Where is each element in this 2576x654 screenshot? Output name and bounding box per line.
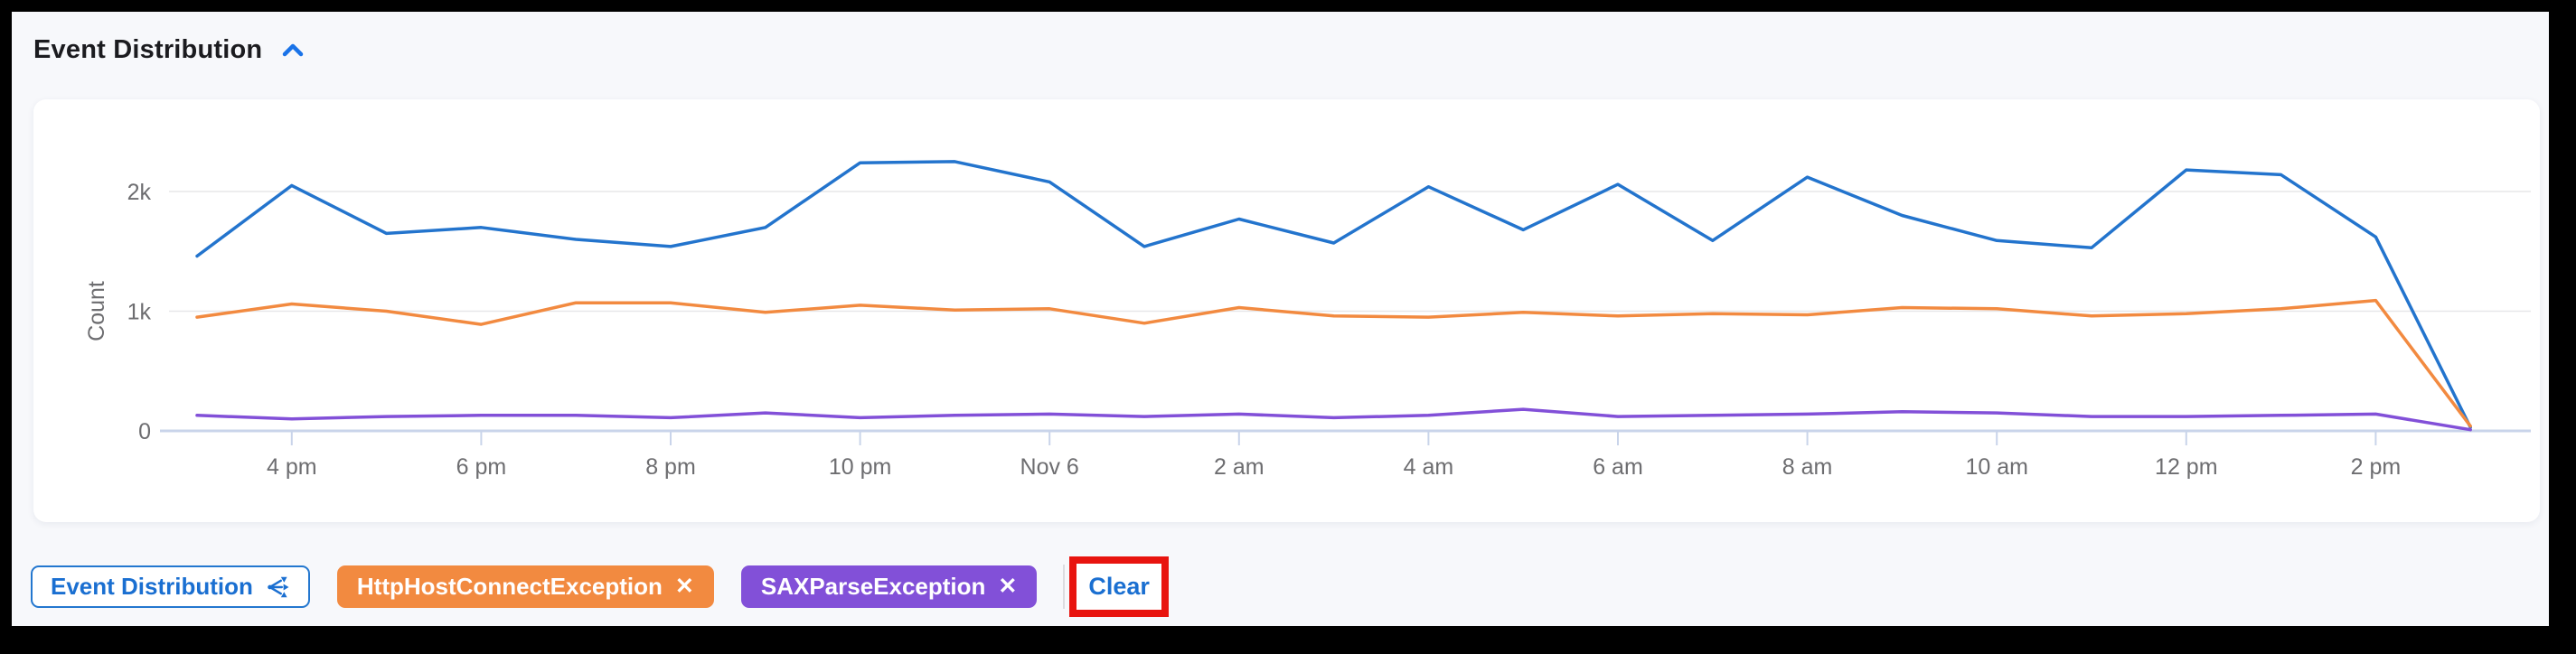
x-tick-label: 6 am	[1593, 454, 1643, 480]
x-tick-label: 6 pm	[456, 454, 507, 480]
y-tick-label: 1k	[127, 300, 152, 325]
x-tick-label: 2 pm	[2351, 454, 2402, 480]
y-tick-label: 2k	[127, 180, 152, 205]
filter-chip-saxparseexception[interactable]: SAXParseException ✕	[740, 565, 1038, 608]
x-tick-label: 8 am	[1782, 454, 1833, 480]
filter-chip-httphostconnectexception[interactable]: HttpHostConnectException ✕	[336, 565, 714, 608]
annotation-highlight-box: Clear	[1069, 556, 1169, 617]
filter-chip-label: SAXParseException	[760, 573, 986, 600]
close-icon[interactable]: ✕	[674, 574, 694, 599]
legend-bar: Event Distribution HttpHostConnectExce	[31, 556, 1169, 617]
x-tick-label: 10 am	[1965, 454, 2027, 480]
share-alt-icon	[267, 575, 290, 599]
series-line-SAXParseException[interactable]	[195, 407, 2472, 432]
x-tick-label: 2 am	[1214, 454, 1264, 480]
chevron-up-icon	[280, 41, 306, 61]
x-tick-label: 4 pm	[267, 454, 317, 480]
app-content: Event Distribution 0 1k 2k Count 4 pm 6 pm 8 p…	[12, 12, 2549, 626]
x-tick-label: 4 am	[1404, 454, 1454, 480]
section-header: Event Distribution	[33, 35, 307, 65]
x-tick-label: 8 pm	[645, 454, 696, 480]
y-axis-title: Count	[84, 281, 109, 341]
x-tick-label: 10 pm	[829, 454, 891, 480]
y-tick-label: 0	[138, 419, 151, 444]
collapse-section-button[interactable]	[278, 39, 307, 62]
series-line-unlabeled-blue[interactable]	[195, 160, 2472, 429]
chart-chip-label: Event Distribution	[51, 573, 253, 600]
clear-button[interactable]: Clear	[1088, 573, 1150, 600]
chart-name-chip[interactable]: Event Distribution	[31, 565, 310, 608]
page-title: Event Distribution	[33, 35, 263, 64]
x-tick-label: 12 pm	[2155, 454, 2217, 480]
x-tick-label: Nov 6	[1020, 454, 1079, 480]
divider	[1063, 565, 1066, 609]
chart-canvas[interactable]: 0 1k 2k Count 4 pm 6 pm 8 pm 10 pm Nov 6 2 am 4 am…	[33, 99, 2540, 522]
close-icon[interactable]: ✕	[998, 574, 1018, 599]
series-line-HttpHostConnectException[interactable]	[195, 298, 2472, 428]
filter-chip-label: HttpHostConnectException	[356, 573, 663, 600]
event-distribution-chart-panel: 0 1k 2k Count 4 pm 6 pm 8 pm 10 pm Nov 6 2 am 4 am…	[33, 99, 2540, 522]
